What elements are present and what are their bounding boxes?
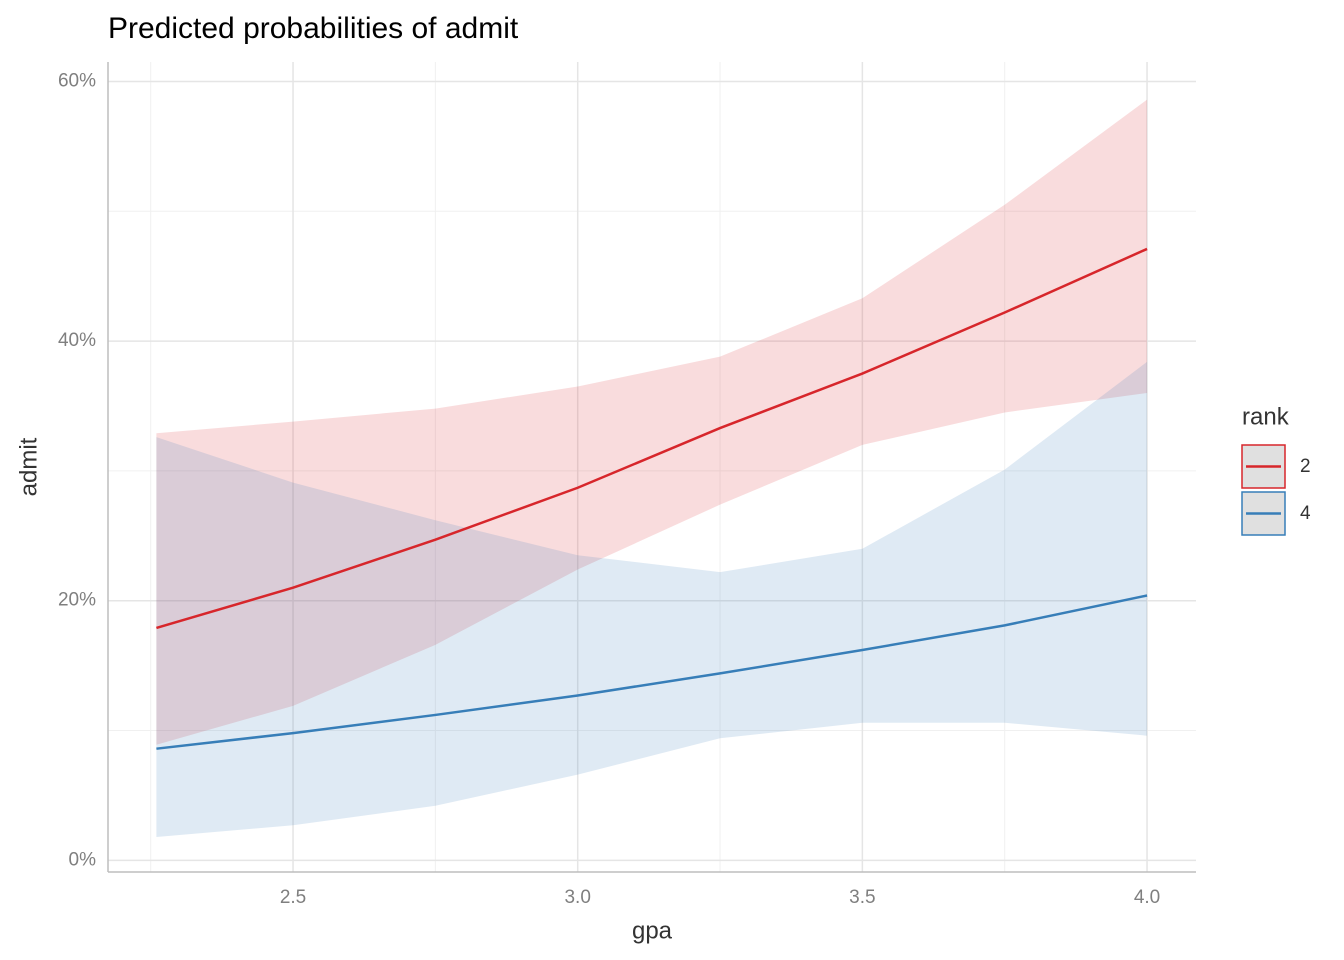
x-tick-label: 4.0 xyxy=(1134,887,1160,908)
x-tick-label: 2.5 xyxy=(280,887,306,908)
y-tick-label: 0% xyxy=(69,849,97,870)
legend-label: 4 xyxy=(1300,503,1311,524)
x-tick-label: 3.0 xyxy=(564,887,590,908)
legend-label: 2 xyxy=(1300,456,1311,477)
chart-title: Predicted probabilities of admit xyxy=(108,12,519,45)
x-axis-title: gpa xyxy=(632,917,673,944)
y-tick-label: 20% xyxy=(58,590,96,611)
legend-title: rank xyxy=(1242,403,1290,430)
x-tick-label: 3.5 xyxy=(849,887,875,908)
y-axis-title: admit xyxy=(15,437,42,496)
confidence-band xyxy=(156,99,1148,745)
line xyxy=(156,247,1148,630)
line xyxy=(156,594,1148,750)
y-tick-label: 40% xyxy=(58,330,96,351)
y-tick-label: 60% xyxy=(58,70,96,91)
